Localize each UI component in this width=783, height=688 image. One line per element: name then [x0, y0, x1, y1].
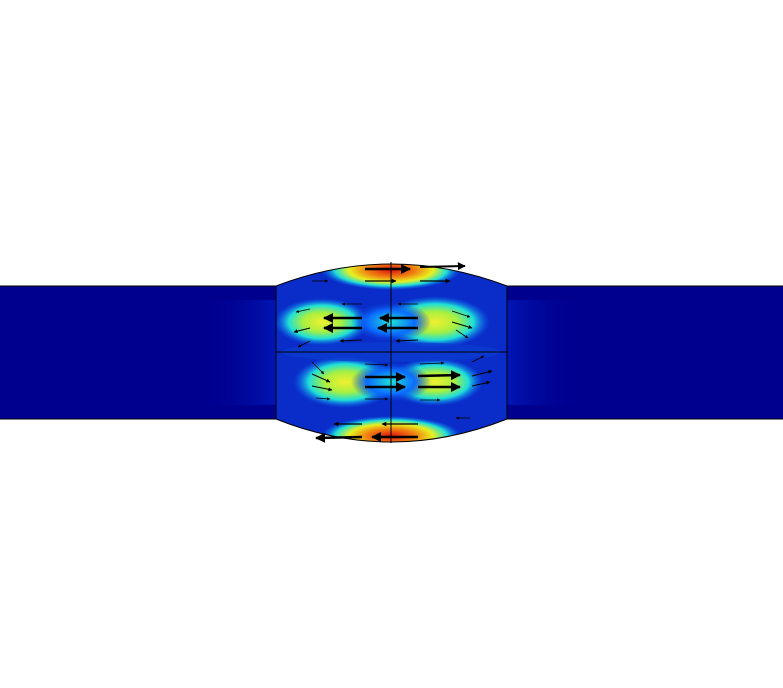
- field-arrows: [293, 262, 493, 443]
- left-waveguide-leak: [200, 300, 276, 405]
- arrow: [419, 361, 445, 365]
- arrow: [419, 262, 466, 271]
- arrow: [311, 361, 325, 375]
- cavity: [276, 264, 507, 442]
- arrow: [339, 338, 363, 343]
- arrow: [315, 432, 363, 443]
- arrow: [451, 321, 473, 329]
- arrow: [293, 327, 311, 334]
- arrow: [455, 329, 469, 339]
- geometry-outline: [0, 262, 783, 443]
- arrow: [311, 373, 331, 383]
- arrow: [471, 355, 485, 363]
- arrow: [471, 380, 491, 387]
- arrow: [315, 397, 331, 401]
- arrow: [395, 338, 419, 343]
- arrow: [451, 310, 471, 318]
- arrow: [417, 370, 461, 381]
- arrow: [295, 308, 311, 313]
- arrow: [297, 340, 311, 348]
- arrow: [364, 363, 389, 367]
- right-waveguide-leak: [507, 300, 583, 405]
- arrow: [471, 369, 493, 377]
- arrow: [311, 385, 333, 392]
